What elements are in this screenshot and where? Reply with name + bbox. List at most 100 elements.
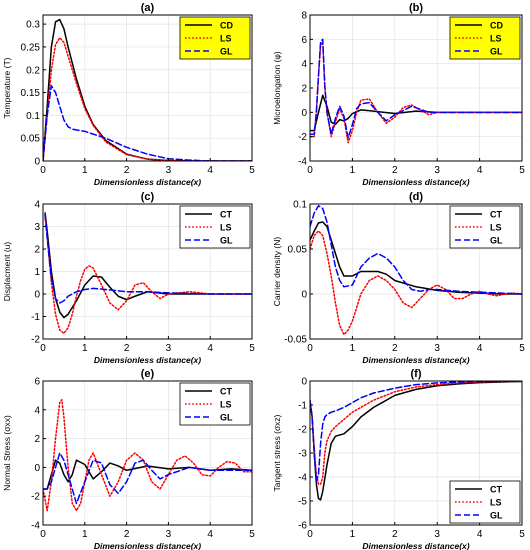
x-tick-label: 2 (392, 165, 398, 176)
panel-title: (e) (141, 368, 155, 380)
y-tick-label: 0.05 (288, 245, 308, 256)
x-tick-label: 4 (477, 529, 483, 540)
x-tick-label: 2 (392, 529, 398, 540)
x-tick-label: 2 (124, 165, 130, 176)
y-tick-label: 4 (34, 405, 40, 416)
x-axis-label: Dimensionless distance(x) (94, 541, 201, 550)
y-tick-label: 4 (34, 200, 40, 211)
series-line-gl (43, 452, 252, 505)
y-tick-label: 0 (34, 463, 40, 474)
chart-panel-6: 0 1 2 3 4 5 -6 -5 -4 -3 -2 -1 0 (f) Dimensionless dist… (272, 368, 525, 550)
legend-label-cd: CD (490, 21, 503, 31)
axes-frame (42, 380, 253, 526)
legend-label-gl: GL (490, 47, 503, 57)
y-tick-label: -1 (298, 401, 307, 412)
x-tick-label: 4 (207, 529, 213, 540)
y-tick-label: 0.25 (21, 42, 41, 53)
x-tick-label: 3 (434, 529, 440, 540)
y-tick-label: 4 (301, 59, 307, 70)
series-line-gl (43, 84, 252, 161)
x-tick-label: 2 (392, 343, 398, 354)
x-tick-label: 1 (350, 165, 356, 176)
legend-label-gl: GL (490, 511, 503, 521)
series-line-gl (310, 205, 522, 295)
x-tick-label: 1 (82, 529, 88, 540)
y-tick-label: 0.15 (21, 88, 41, 99)
legend-box (179, 382, 251, 426)
y-tick-label: 0 (34, 157, 40, 168)
legend-box (449, 480, 521, 524)
y-axis-label: Tangent stress (σxz) (272, 414, 282, 491)
legend-label-ls: LS (490, 498, 502, 508)
x-tick-label: 3 (166, 529, 172, 540)
y-tick-label: 0 (301, 108, 307, 119)
y-tick-label: 2 (301, 84, 307, 95)
chart-panel-3: 0 1 2 3 4 5 -2 -1 0 1 2 3 4 (c) Dimensionless distance… (2, 191, 255, 365)
series-line-gl (310, 381, 522, 483)
y-tick-label: -2 (31, 492, 40, 503)
chart-panel-1: 0 1 2 3 4 5 0 0.05 0.1 0.15 0.2 0.25 0.3 (a) Dimension… (2, 2, 255, 187)
y-tick-label: -4 (31, 521, 40, 532)
axes-frame (309, 203, 523, 340)
y-tick-label: -2 (31, 335, 40, 346)
y-tick-label: 6 (34, 377, 40, 388)
legend-label-ct: CT (220, 210, 232, 220)
y-tick-label: 2 (34, 434, 40, 445)
x-tick-label: 0 (307, 529, 313, 540)
series-line-ls (43, 398, 252, 512)
x-axis-label: Dimensionless distance(x) (94, 355, 201, 365)
y-tick-label: 6 (301, 35, 307, 46)
x-tick-label: 0 (40, 529, 46, 540)
y-tick-label: 0.1 (293, 200, 307, 211)
x-tick-label: 0 (307, 343, 313, 354)
y-tick-label: 2 (34, 245, 40, 256)
y-tick-label: 1 (34, 267, 40, 278)
legend-label-ls: LS (490, 34, 502, 44)
x-tick-label: 5 (249, 343, 255, 354)
series-line-ls (44, 214, 252, 335)
series-line-ls (310, 41, 522, 144)
legend-label-ls: LS (220, 223, 232, 233)
x-tick-label: 3 (434, 165, 440, 176)
x-tick-label: 3 (166, 165, 172, 176)
x-tick-label: 0 (40, 343, 46, 354)
y-axis-label: Carrier density (N) (272, 237, 282, 307)
series-line-ct (310, 221, 522, 295)
x-axis-label: Dimensionless distance(x) (94, 177, 201, 187)
y-tick-label: -2 (298, 425, 307, 436)
x-tick-label: 5 (519, 343, 525, 354)
x-tick-label: 5 (519, 529, 525, 540)
series-line-ls (310, 230, 522, 336)
legend-label-ls: LS (490, 223, 502, 233)
chart-panel-5: 0 1 2 3 4 5 -4 -2 0 2 4 6 (e) Dimensionless distance(… (2, 368, 255, 550)
x-tick-label: 5 (519, 165, 525, 176)
panel-title: (f) (411, 368, 422, 380)
y-tick-label: -2 (298, 132, 307, 143)
x-axis-label: Dimensionless distance(x) (362, 177, 469, 187)
legend-label-gl: GL (220, 47, 233, 57)
legend-label-ls: LS (220, 34, 232, 44)
legend-label-gl: GL (220, 236, 233, 246)
y-tick-label: 0.2 (26, 65, 40, 76)
y-axis-label: Normal Stress (σxx) (2, 415, 12, 491)
legend: CT LS GL (449, 480, 521, 524)
x-axis-label: Dimensionless distance(x) (362, 541, 469, 550)
x-tick-label: 0 (40, 165, 46, 176)
y-axis-label: Microelongation (φ) (272, 51, 282, 125)
x-tick-label: 3 (434, 343, 440, 354)
y-tick-label: -6 (298, 521, 307, 532)
legend-label-ct: CT (490, 210, 502, 220)
legend: CT LS GL (179, 382, 251, 426)
legend-label-gl: GL (490, 236, 503, 246)
x-tick-label: 0 (307, 165, 313, 176)
series-line-ct (43, 459, 252, 490)
legend-box (179, 16, 251, 60)
panel-title: (b) (409, 2, 423, 14)
legend: CT LS GL (179, 205, 251, 249)
y-tick-label: 3 (34, 222, 40, 233)
chart-panel-2: 0 1 2 3 4 5 -4 -2 0 2 4 6 8 (b) Dimensionless distance… (272, 2, 525, 187)
x-tick-label: 1 (82, 165, 88, 176)
series-line-gl (44, 214, 252, 304)
y-axis-label: Displacment (u) (2, 242, 12, 302)
